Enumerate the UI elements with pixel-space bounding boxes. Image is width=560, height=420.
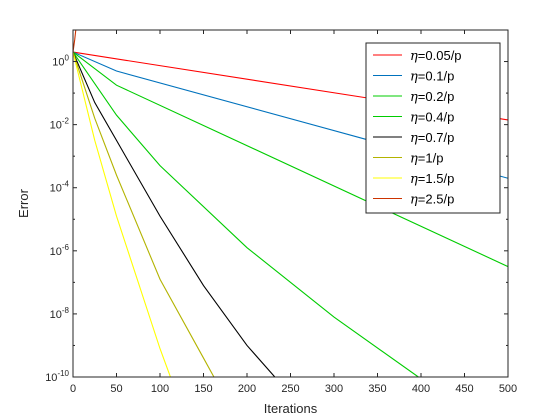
x-ticks: 0 50 100 150 200 250 300 350 400 450 500: [70, 30, 517, 395]
series-line-7: [73, 30, 77, 53]
legend-entry: η=0.7/p: [410, 130, 454, 146]
x-tick-label: 0: [70, 383, 76, 395]
y-ticks: 100 10-2 10-4 10-6 10-8 10-10: [45, 29, 508, 384]
legend-entry: η=0.1/p: [410, 69, 454, 85]
x-tick-label: 250: [281, 383, 299, 395]
x-tick-label: 450: [455, 383, 473, 395]
series-line-5: [73, 51, 215, 377]
series-line-4: [73, 51, 276, 377]
y-tick-label: 10-8: [50, 306, 70, 321]
y-axis-label: Error: [16, 188, 31, 218]
x-tick-label: 150: [194, 383, 212, 395]
x-tick-label: 350: [368, 383, 386, 395]
legend-entry: η=0.2/p: [410, 89, 454, 105]
series-line-3: [73, 51, 419, 377]
legend-entry: η=0.4/p: [410, 110, 454, 126]
x-tick-label: 400: [412, 383, 430, 395]
x-tick-label: 200: [238, 383, 256, 395]
plot-area: [73, 30, 508, 377]
y-tick-label: 10-10: [45, 369, 69, 384]
legend: η=0.05/p η=0.1/p η=0.2/p η=0.4/p η=0.7/p η=1/…: [365, 42, 501, 214]
x-axis-label: Iterations: [264, 401, 318, 416]
y-tick-label: 10-2: [50, 117, 70, 132]
x-tick-label: 50: [110, 383, 122, 395]
legend-entry: η=1/p: [410, 151, 443, 167]
y-tick-label: 100: [52, 54, 69, 69]
legend-box: [365, 42, 501, 214]
x-tick-label: 100: [151, 383, 169, 395]
legend-entry: η=2.5/p: [410, 192, 454, 208]
series-line-6: [73, 51, 171, 377]
y-tick-label: 10-4: [50, 180, 70, 195]
y-tick-label: 10-6: [50, 243, 70, 258]
x-tick-label: 500: [499, 383, 517, 395]
legend-entry: η=1.5/p: [410, 171, 454, 187]
x-tick-label: 300: [325, 383, 343, 395]
legend-entry: η=0.05/p: [410, 48, 462, 64]
